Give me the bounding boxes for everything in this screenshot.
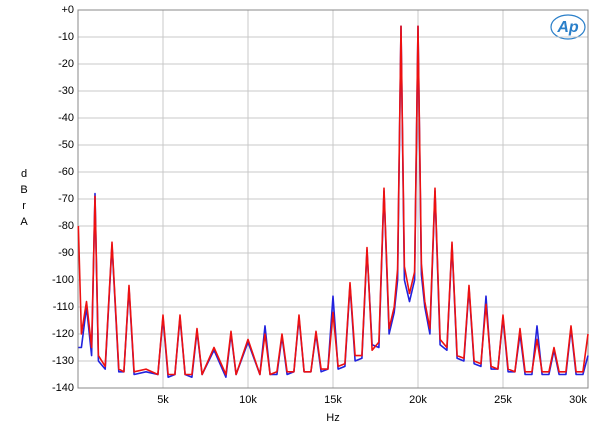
y-tick-label: -40 <box>58 112 74 124</box>
logo: Ap <box>550 14 586 40</box>
x-axis-label: Hz <box>326 412 339 424</box>
y-tick-label: -80 <box>58 220 74 232</box>
y-tick-label: -50 <box>58 139 74 151</box>
logo-text: Ap <box>556 19 579 36</box>
x-tick-label: 5k <box>157 394 169 406</box>
y-tick-label: -100 <box>52 274 74 286</box>
y-tick-label: -10 <box>58 31 74 43</box>
x-tick-label: 30k <box>569 394 587 406</box>
y-tick-label: -130 <box>52 355 74 367</box>
y-tick-label: -20 <box>58 58 74 70</box>
y-tick-label: -60 <box>58 166 74 178</box>
x-tick-label: 10k <box>239 394 257 406</box>
x-tick-label: 15k <box>324 394 342 406</box>
y-tick-label: -120 <box>52 328 74 340</box>
y-tick-label: -140 <box>52 382 74 394</box>
y-tick-label: -90 <box>58 247 74 259</box>
plot-frame <box>77 9 589 389</box>
y-tick-label: +0 <box>61 4 74 16</box>
y-tick-label: -30 <box>58 85 74 97</box>
y-tick-label: -110 <box>53 301 74 313</box>
x-tick-label: 20k <box>409 394 427 406</box>
x-tick-label: 25k <box>494 394 512 406</box>
y-tick-label: -70 <box>58 193 74 205</box>
series-line <box>77 25 589 376</box>
logo-ring <box>550 14 586 40</box>
y-axis-label: dBrA <box>18 168 30 232</box>
